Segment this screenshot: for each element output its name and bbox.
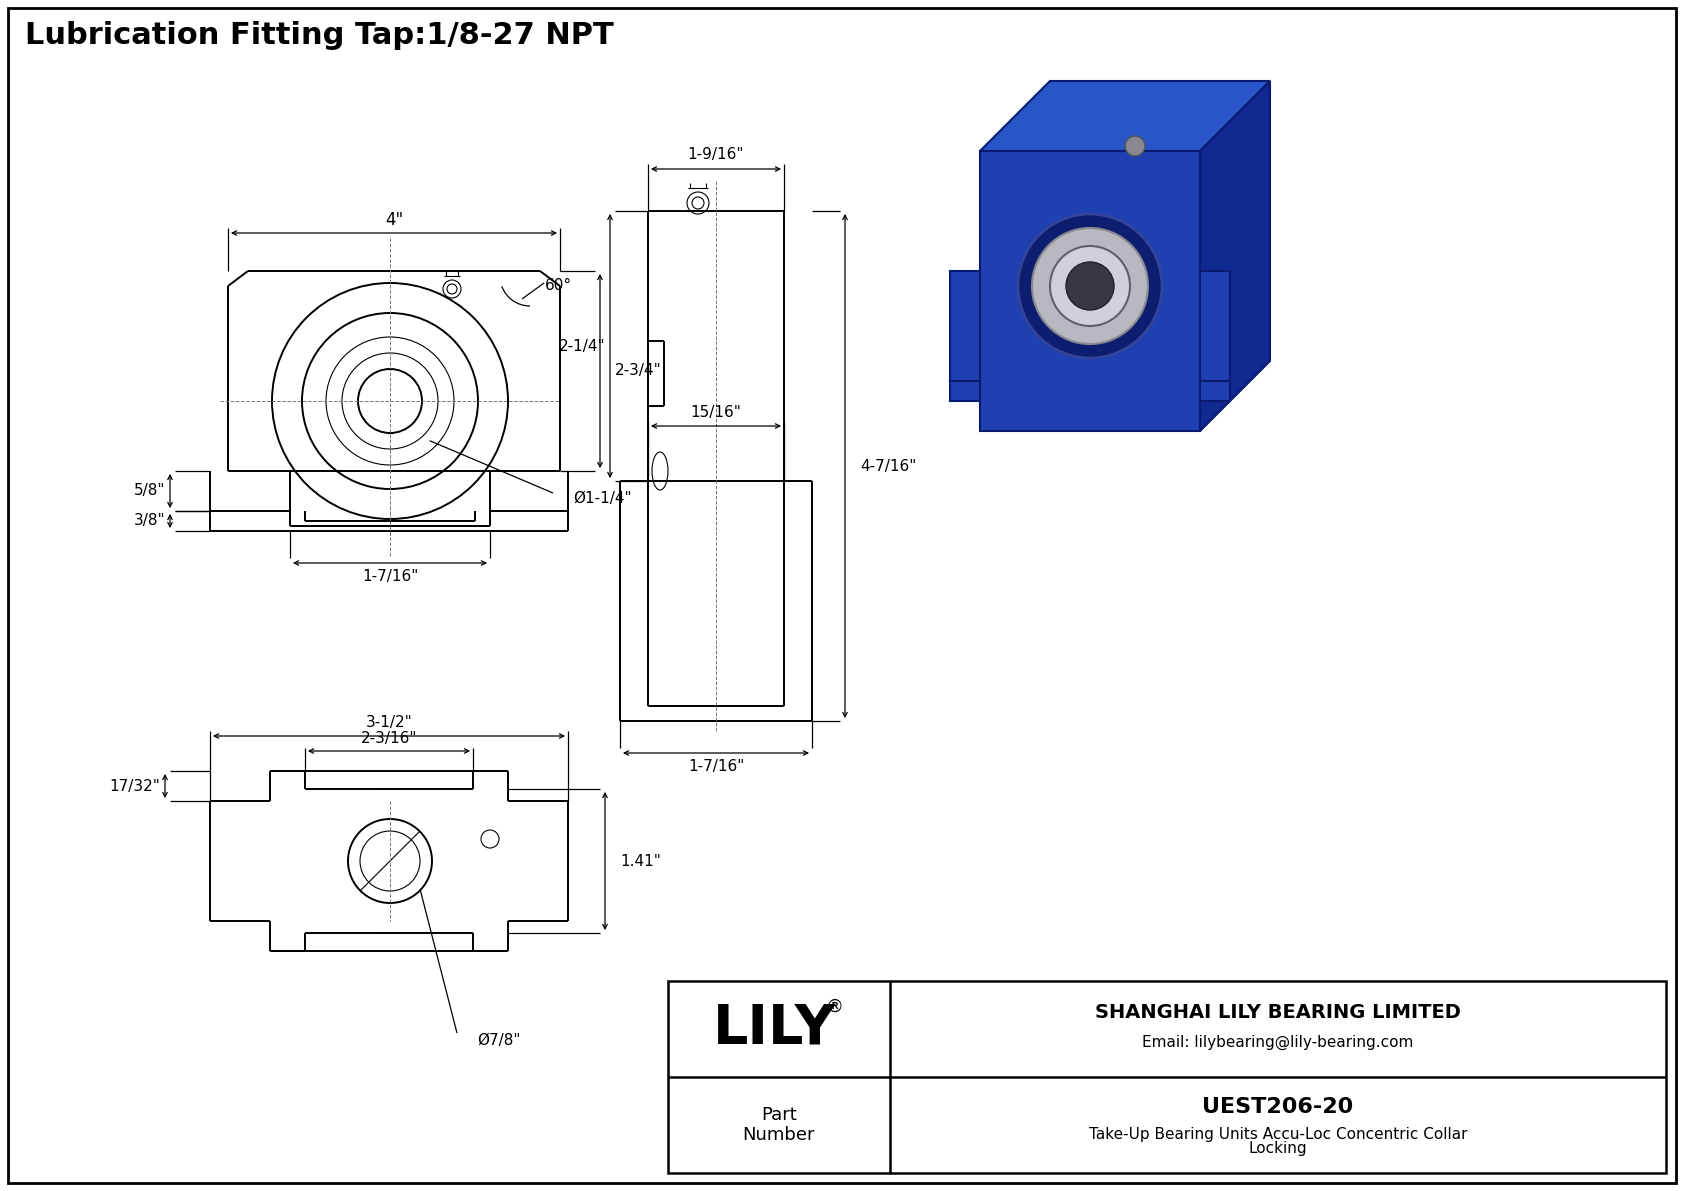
Text: 2-3/16": 2-3/16" xyxy=(360,730,418,746)
Polygon shape xyxy=(1201,272,1229,381)
Polygon shape xyxy=(980,81,1270,151)
Polygon shape xyxy=(1201,381,1229,401)
Text: 15/16": 15/16" xyxy=(690,405,741,419)
Text: Locking: Locking xyxy=(1250,1141,1307,1156)
Polygon shape xyxy=(980,151,1201,431)
Text: SHANGHAI LILY BEARING LIMITED: SHANGHAI LILY BEARING LIMITED xyxy=(1095,1004,1462,1023)
Bar xyxy=(669,981,1665,1173)
Circle shape xyxy=(1032,227,1148,344)
Text: 1-9/16": 1-9/16" xyxy=(687,148,744,162)
Text: 60°: 60° xyxy=(546,279,573,293)
Text: Ø7/8": Ø7/8" xyxy=(477,1034,520,1048)
Polygon shape xyxy=(950,272,980,381)
Text: Part
Number: Part Number xyxy=(743,1105,815,1145)
Text: LILY: LILY xyxy=(712,1002,835,1056)
Circle shape xyxy=(1019,214,1162,358)
Polygon shape xyxy=(1201,81,1270,431)
Text: 1-7/16": 1-7/16" xyxy=(687,759,744,773)
Circle shape xyxy=(1125,136,1145,156)
Text: 5/8": 5/8" xyxy=(133,484,165,499)
Text: 2-1/4": 2-1/4" xyxy=(559,338,605,354)
Text: 2-3/4": 2-3/4" xyxy=(615,363,662,379)
Text: 3-1/2": 3-1/2" xyxy=(365,715,413,730)
Text: Lubrication Fitting Tap:1/8-27 NPT: Lubrication Fitting Tap:1/8-27 NPT xyxy=(25,21,613,50)
Text: UEST206-20: UEST206-20 xyxy=(1202,1097,1354,1117)
Text: 17/32": 17/32" xyxy=(109,779,160,793)
Circle shape xyxy=(1066,262,1115,310)
Text: 1.41": 1.41" xyxy=(620,854,660,868)
Text: ®: ® xyxy=(825,998,844,1016)
Text: Ø1-1/4": Ø1-1/4" xyxy=(573,491,632,505)
Text: 3/8": 3/8" xyxy=(133,513,165,529)
Polygon shape xyxy=(950,381,980,401)
Text: 1-7/16": 1-7/16" xyxy=(362,568,418,584)
Circle shape xyxy=(1051,247,1130,326)
Text: Take-Up Bearing Units Accu-Loc Concentric Collar: Take-Up Bearing Units Accu-Loc Concentri… xyxy=(1090,1128,1467,1142)
Text: Email: lilybearing@lily-bearing.com: Email: lilybearing@lily-bearing.com xyxy=(1142,1035,1413,1049)
Text: 4-7/16": 4-7/16" xyxy=(861,459,916,474)
Text: 4": 4" xyxy=(386,211,402,229)
